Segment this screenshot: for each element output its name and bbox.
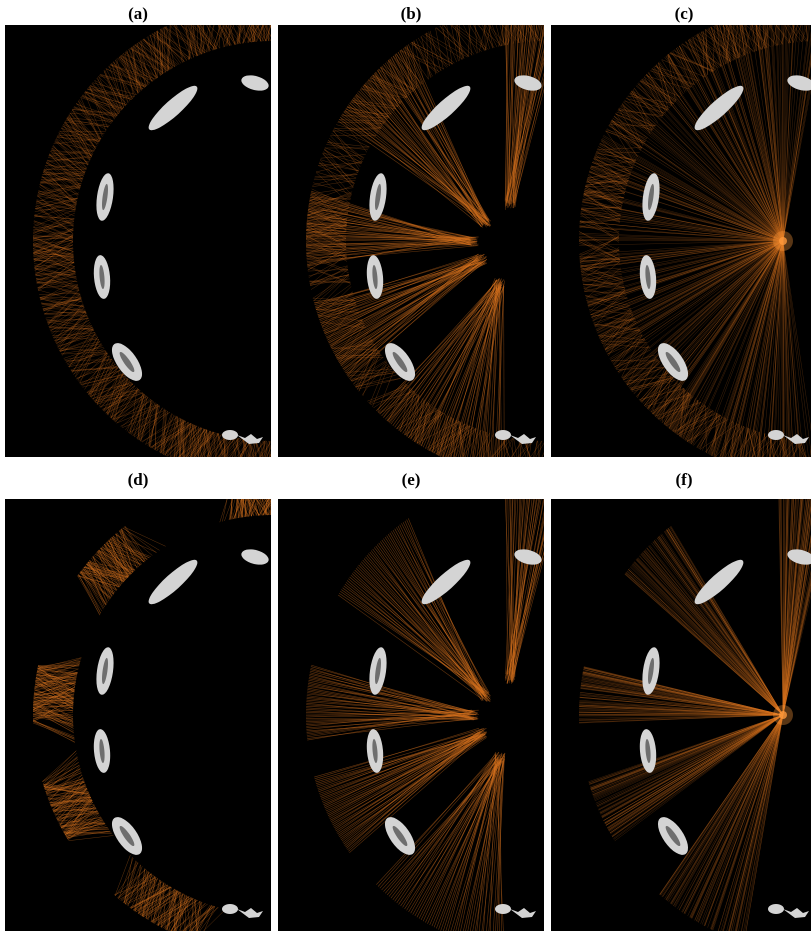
ray-traces — [578, 25, 811, 457]
implants — [93, 549, 269, 918]
panel-label-f: (f) — [675, 470, 693, 489]
ray-traces — [32, 25, 271, 457]
ray-traces — [578, 499, 811, 931]
implants — [366, 549, 542, 918]
panel-b-canvas — [305, 25, 544, 457]
ray-traces — [305, 499, 544, 931]
implant-1 — [148, 559, 198, 605]
panel-label-a: (a) — [128, 4, 148, 23]
implant-1 — [694, 85, 744, 131]
implant-1 — [694, 559, 744, 605]
panel-a-canvas — [32, 25, 271, 457]
panel-label-c: (c) — [674, 4, 694, 23]
panel-f — [551, 499, 811, 931]
panel-e-canvas — [305, 499, 544, 931]
panel-c-canvas — [578, 25, 811, 457]
implant-1 — [421, 85, 471, 131]
panel-a — [5, 25, 271, 457]
implants — [93, 75, 269, 444]
panel-e — [278, 499, 544, 931]
panel-label-d: (d) — [127, 470, 149, 489]
panel-label-b: (b) — [400, 4, 422, 23]
panel-f-canvas — [578, 499, 811, 931]
panel-c — [551, 25, 811, 457]
implants — [639, 549, 811, 918]
panel-label-e: (e) — [401, 470, 421, 489]
implant-1 — [148, 85, 198, 131]
ray-traces — [305, 25, 544, 457]
panel-d-canvas — [32, 499, 271, 931]
implant-1 — [421, 559, 471, 605]
panel-d — [5, 499, 271, 931]
ray-traces — [32, 499, 271, 931]
implants — [366, 75, 542, 444]
panel-b — [278, 25, 544, 457]
implants — [639, 75, 811, 444]
